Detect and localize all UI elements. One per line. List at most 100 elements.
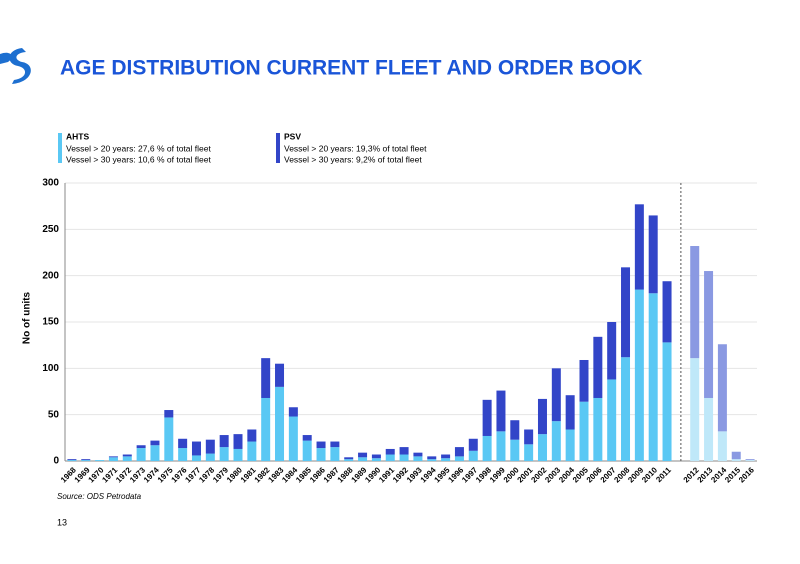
bar-segment	[136, 445, 146, 449]
bar-segment	[704, 397, 714, 461]
bar-segment	[621, 267, 631, 358]
bar-segment	[468, 450, 478, 461]
bar-segment	[593, 336, 603, 398]
bar-segment	[441, 458, 451, 461]
bar-segment	[551, 368, 561, 422]
bar-segment	[316, 441, 326, 449]
bar-segment	[551, 421, 561, 461]
bar-segment	[496, 431, 506, 461]
bar-segment	[358, 452, 368, 458]
bar-segment	[731, 451, 741, 460]
bar-segment	[233, 434, 243, 449]
bar-segment	[662, 342, 672, 461]
bar-segment	[344, 459, 354, 461]
legend-note: Vessel > 30 years: 9,2% of total fleet	[284, 154, 422, 164]
bar-segment	[537, 434, 547, 461]
bar-segment	[67, 459, 77, 461]
bar-segment	[81, 460, 91, 461]
source: Source: ODS Petrodata	[57, 492, 142, 501]
bar-segment	[164, 410, 174, 418]
bar-segment	[648, 215, 658, 294]
legend-label: PSV	[284, 131, 301, 141]
bar-segment	[717, 344, 727, 432]
bar-segment	[413, 456, 423, 461]
bar-segment	[579, 401, 589, 461]
bar-segment	[690, 358, 700, 461]
bar-segment	[122, 456, 132, 461]
bar-segment	[385, 448, 395, 455]
bar-segment	[275, 386, 285, 461]
bar-segment	[454, 447, 464, 457]
bar-segment	[524, 429, 534, 445]
bar-segment	[704, 271, 714, 398]
bar-segment	[745, 459, 755, 461]
legend-label: AHTS	[66, 131, 89, 141]
bar-segment	[191, 455, 201, 461]
bar-segment	[371, 454, 381, 459]
bar-segment	[288, 416, 298, 461]
y-tick-label: 150	[42, 317, 59, 328]
bar-segment	[108, 456, 118, 458]
bar-segment	[482, 399, 492, 436]
bar-segment	[690, 246, 700, 359]
bar-segment	[565, 429, 575, 461]
bar-segment	[330, 447, 340, 461]
bar-segment	[648, 293, 658, 461]
bar-segment	[427, 459, 437, 461]
page-title: AGE DISTRIBUTION CURRENT FLEET AND ORDER…	[60, 57, 643, 80]
y-tick-label: 250	[42, 224, 59, 235]
bar-segment	[344, 457, 354, 460]
bar-segment	[219, 447, 229, 461]
bar-segment	[482, 435, 492, 461]
bar-segment	[371, 458, 381, 461]
y-axis-label: No of units	[22, 291, 33, 344]
logo	[0, 48, 31, 84]
bar-segment	[288, 407, 298, 417]
bar-segment	[621, 357, 631, 461]
bar-segment	[81, 459, 91, 461]
bar-segment	[385, 454, 395, 461]
bar-segment	[358, 457, 368, 461]
bar-segment	[247, 441, 257, 461]
bar-segment	[330, 441, 340, 448]
page-number: 13	[57, 517, 67, 527]
bar-segment	[579, 359, 589, 402]
bar-segment	[399, 454, 409, 461]
bar-segment	[537, 398, 547, 435]
bar-segment	[745, 460, 755, 461]
bar-segment	[524, 444, 534, 461]
bar-segment	[510, 439, 520, 461]
bar-segment	[178, 448, 188, 461]
bar-segment	[441, 454, 451, 459]
x-tick-label: 2016	[737, 465, 756, 484]
bar-segment	[219, 435, 229, 448]
bar-segment	[67, 460, 77, 461]
bar-segment	[191, 441, 201, 456]
bar-segment	[634, 289, 644, 461]
bar-segment	[634, 204, 644, 290]
bar-segment	[565, 395, 575, 430]
bar-segment	[302, 440, 312, 461]
bar-segment	[717, 431, 727, 461]
legend-note: Vessel > 20 years: 19,3% of total fleet	[284, 143, 427, 153]
legend-swatch	[58, 133, 62, 163]
bar-segment	[178, 438, 188, 449]
y-tick-label: 200	[42, 270, 59, 281]
bar-segment	[302, 435, 312, 441]
bar-segment	[205, 439, 215, 454]
y-tick-label: 0	[53, 456, 59, 467]
bar-segment	[95, 460, 105, 461]
bar-segment	[496, 390, 506, 432]
bar-segment	[261, 358, 271, 398]
bar-segment	[662, 281, 672, 343]
y-tick-label: 300	[42, 178, 59, 189]
bar-segment	[316, 448, 326, 461]
bar-segment	[731, 459, 741, 461]
legend-note: Vessel > 30 years: 10,6 % of total fleet	[66, 154, 211, 164]
bar-segment	[510, 420, 520, 440]
bar-segment	[427, 456, 437, 460]
bar-segment	[261, 397, 271, 461]
y-tick-label: 50	[48, 409, 60, 420]
bar-segment	[150, 440, 160, 446]
